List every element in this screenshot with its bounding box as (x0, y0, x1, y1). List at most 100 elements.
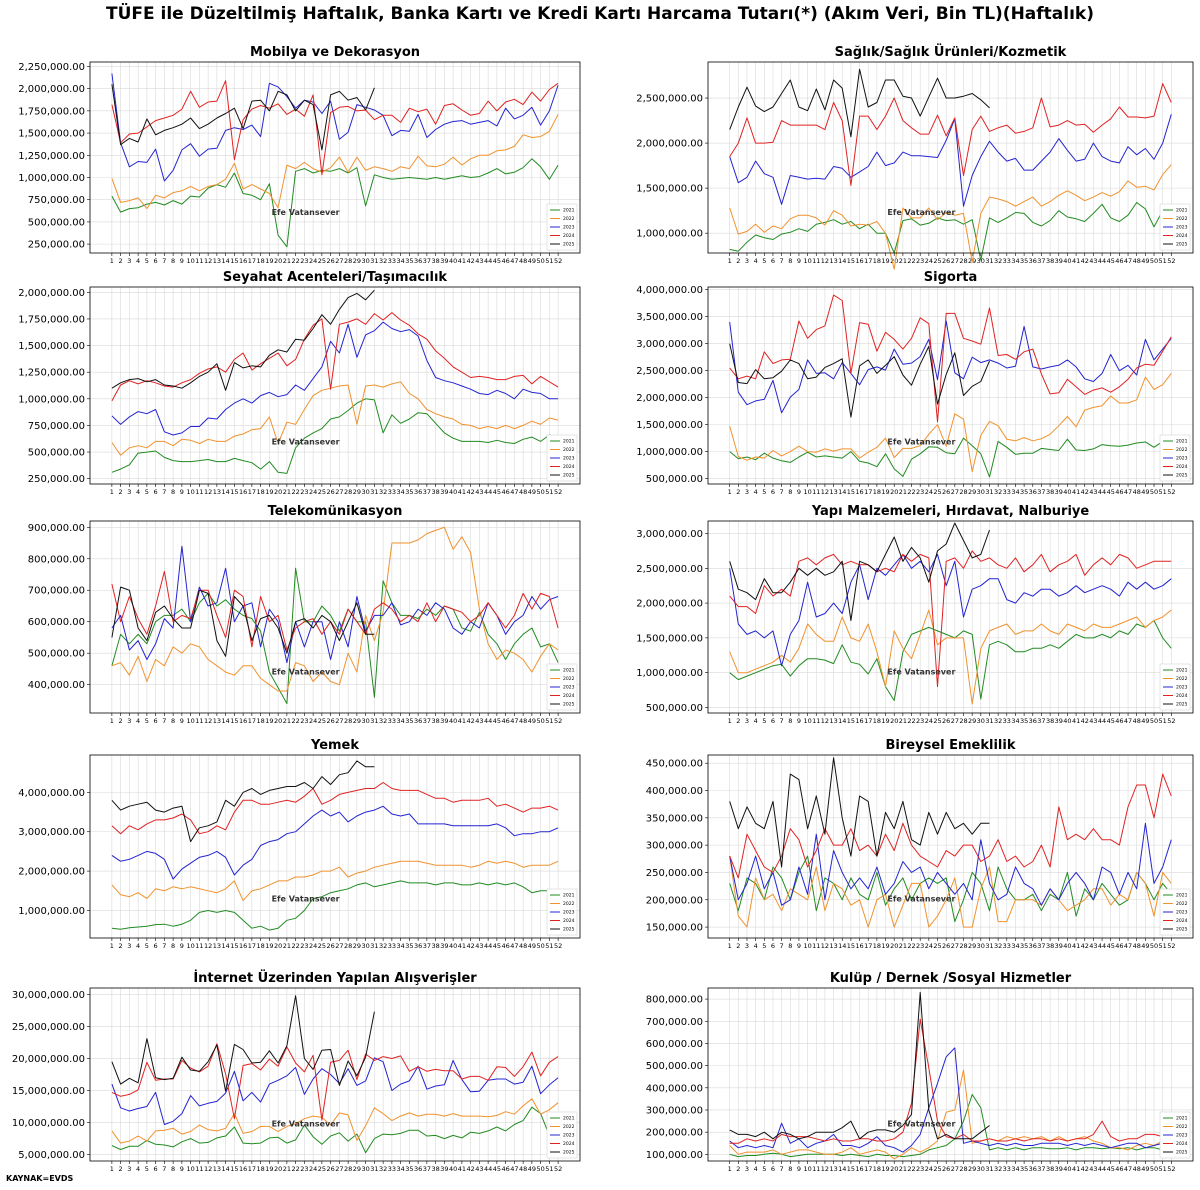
x-tick-label: 12 (821, 717, 829, 725)
x-tick-label: 21 (899, 1165, 907, 1173)
x-tick-label: 46 (1115, 488, 1123, 496)
x-tick-label: 44 (484, 257, 492, 265)
x-tick-label: 43 (475, 1165, 483, 1173)
y-tick-label: 1,000,000.00 (636, 229, 703, 240)
series-line-2022 (729, 609, 1172, 705)
x-tick-label: 15 (847, 942, 855, 950)
x-tick-label: 17 (864, 942, 872, 950)
x-tick-label: 11 (195, 1165, 203, 1173)
x-tick-label: 3 (745, 1165, 749, 1173)
x-tick-label: 13 (829, 1165, 837, 1173)
x-tick-label: 46 (1115, 942, 1123, 950)
chart-title: Yapı Malzemeleri, Hırdavat, Nalburiye (811, 504, 1090, 519)
x-tick-label: 17 (248, 717, 256, 725)
legend-label: 2023 (1176, 910, 1188, 916)
legend-label: 2023 (563, 685, 575, 691)
x-tick-label: 18 (256, 488, 264, 496)
x-tick-label: 26 (942, 1165, 950, 1173)
y-tick-label: 600,000.00 (28, 617, 85, 628)
series-line-2021 (111, 398, 559, 474)
y-tick-label: 2,000,000.00 (18, 867, 85, 878)
legend-label: 2023 (1176, 456, 1188, 462)
x-tick-label: 52 (1167, 717, 1175, 725)
main-title: TÜFE ile Düzeltilmiş Haftalık, Banka Kar… (105, 4, 1095, 24)
y-tick-label: 10,000,000.00 (12, 1118, 85, 1129)
legend-label: 2025 (1176, 1150, 1188, 1156)
legend-label: 2022 (1176, 447, 1188, 453)
x-tick-label: 47 (510, 257, 518, 265)
x-tick-label: 4 (136, 1165, 140, 1173)
x-tick-label: 1 (110, 1165, 114, 1173)
x-tick-label: 10 (803, 1165, 811, 1173)
plot-frame (707, 987, 1194, 1162)
watermark: Efe Vatansever (272, 668, 340, 677)
x-tick-label: 16 (855, 717, 863, 725)
x-tick-label: 9 (797, 1165, 801, 1173)
x-tick-label: 30 (977, 717, 985, 725)
x-tick-label: 6 (771, 488, 775, 496)
x-tick-label: 6 (771, 1165, 775, 1173)
x-tick-label: 34 (1011, 717, 1019, 725)
x-tick-label: 38 (1046, 717, 1054, 725)
y-tick-label: 25,000,000.00 (12, 1022, 85, 1033)
x-tick-label: 32 (994, 257, 1002, 265)
x-tick-label: 23 (300, 488, 308, 496)
x-tick-label: 29 (968, 1165, 976, 1173)
x-tick-label: 41 (458, 717, 466, 725)
x-tick-label: 34 (396, 942, 404, 950)
x-tick-label: 38 (1046, 488, 1054, 496)
x-tick-label: 37 (423, 488, 431, 496)
y-tick-label: 1,500,000.00 (636, 633, 703, 644)
x-tick-label: 18 (873, 488, 881, 496)
x-tick-label: 17 (864, 1165, 872, 1173)
legend-label: 2025 (1176, 473, 1188, 479)
x-tick-label: 29 (353, 942, 361, 950)
x-tick-label: 2 (736, 1165, 740, 1173)
x-tick-label: 45 (1107, 488, 1115, 496)
series-line-2023 (111, 1057, 559, 1125)
x-tick-label: 36 (414, 717, 422, 725)
x-tick-label: 17 (864, 257, 872, 265)
x-tick-label: 38 (1046, 1165, 1054, 1173)
x-tick-label: 28 (344, 1165, 352, 1173)
x-tick-label: 50 (536, 942, 544, 950)
x-tick-label: 43 (1089, 257, 1097, 265)
x-tick-label: 28 (959, 1165, 967, 1173)
series-line-2022 (111, 526, 559, 692)
series-line-2021 (111, 1106, 559, 1154)
x-tick-label: 46 (501, 942, 509, 950)
x-tick-label: 24 (309, 717, 317, 725)
x-tick-label: 29 (968, 488, 976, 496)
x-tick-label: 32 (994, 942, 1002, 950)
x-tick-label: 12 (204, 1165, 212, 1173)
x-tick-label: 40 (449, 257, 457, 265)
x-tick-label: 27 (951, 257, 959, 265)
legend-label: 2021 (1176, 208, 1188, 214)
x-tick-label: 36 (414, 488, 422, 496)
x-tick-label: 21 (899, 717, 907, 725)
x-tick-label: 4 (136, 488, 140, 496)
chart-panel-6: Yapı Malzemeleri, Hırdavat, Nalburiye 1 2 3… (636, 504, 1194, 725)
x-tick-label: 2 (736, 717, 740, 725)
x-tick-label: 17 (248, 942, 256, 950)
x-tick-label: 47 (1124, 942, 1132, 950)
x-tick-label: 48 (1133, 942, 1141, 950)
series-line-2024 (111, 1043, 559, 1121)
x-tick-label: 9 (180, 942, 184, 950)
x-tick-label: 18 (873, 257, 881, 265)
x-tick-label: 12 (204, 717, 212, 725)
plot-frame (89, 286, 581, 485)
x-tick-label: 39 (440, 257, 448, 265)
legend: 2021 2022 2023 2024 2025 (1159, 1111, 1191, 1159)
x-tick-label: 15 (847, 717, 855, 725)
x-tick-label: 8 (788, 1165, 792, 1173)
x-tick-label: 23 (916, 488, 924, 496)
x-tick-label: 37 (1037, 717, 1045, 725)
x-tick-label: 31 (985, 488, 993, 496)
x-tick-label: 15 (230, 942, 238, 950)
x-tick-label: 42 (1081, 1165, 1089, 1173)
x-tick-label: 45 (1107, 717, 1115, 725)
y-tick-label: 2,000,000.00 (636, 393, 703, 404)
